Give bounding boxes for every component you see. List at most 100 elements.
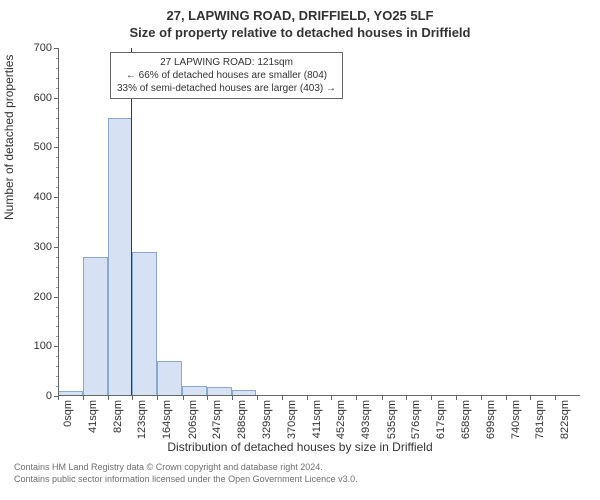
x-tick-mark: [282, 396, 283, 400]
x-tick-label: 370sqm: [286, 400, 298, 439]
y-minor-tick: [56, 336, 58, 337]
x-tick-label: 411sqm: [311, 400, 323, 438]
y-tick-mark: [54, 98, 58, 99]
y-tick-label: 400: [22, 191, 52, 203]
annotation-line: ← 66% of detached houses are smaller (80…: [117, 69, 336, 82]
y-tick-label: 600: [22, 92, 52, 104]
histogram-bar: [83, 257, 108, 396]
x-tick-mark: [83, 396, 84, 400]
y-minor-tick: [56, 376, 58, 377]
x-tick-label: 123sqm: [136, 400, 148, 439]
y-minor-tick: [56, 137, 58, 138]
y-minor-tick: [56, 287, 58, 288]
y-minor-tick: [56, 267, 58, 268]
y-tick-label: 300: [22, 241, 52, 253]
x-tick-label: 41sqm: [87, 400, 99, 433]
y-minor-tick: [56, 277, 58, 278]
y-minor-tick: [56, 128, 58, 129]
y-minor-tick: [56, 356, 58, 357]
x-tick-mark: [431, 396, 432, 400]
attribution-text: Contains HM Land Registry data © Crown c…: [14, 461, 358, 485]
y-minor-tick: [56, 118, 58, 119]
x-tick-mark: [108, 396, 109, 400]
y-minor-tick: [56, 207, 58, 208]
attribution-line-2: Contains public sector information licen…: [14, 473, 358, 485]
chart-title-main: 27, LAPWING ROAD, DRIFFIELD, YO25 5LF: [0, 0, 600, 23]
x-tick-mark: [356, 396, 357, 400]
y-tick-label: 0: [22, 390, 52, 402]
y-minor-tick: [56, 316, 58, 317]
x-tick-label: 452sqm: [335, 400, 347, 439]
y-minor-tick: [56, 108, 58, 109]
x-axis-title: Distribution of detached houses by size …: [0, 440, 600, 454]
y-minor-tick: [56, 187, 58, 188]
x-tick-mark: [157, 396, 158, 400]
x-tick-mark: [232, 396, 233, 400]
y-minor-tick: [56, 217, 58, 218]
x-tick-label: 0sqm: [62, 400, 74, 427]
x-tick-mark: [506, 396, 507, 400]
chart-title-sub: Size of property relative to detached ho…: [0, 23, 600, 44]
x-tick-mark: [530, 396, 531, 400]
x-tick-label: 288sqm: [236, 400, 248, 439]
annotation-box: 27 LAPWING ROAD: 121sqm← 66% of detached…: [110, 52, 343, 99]
y-minor-tick: [56, 157, 58, 158]
y-tick-label: 100: [22, 340, 52, 352]
x-tick-label: 699sqm: [485, 400, 497, 439]
x-tick-label: 535sqm: [386, 400, 398, 439]
y-minor-tick: [56, 257, 58, 258]
y-minor-tick: [56, 307, 58, 308]
chart-area: 0100200300400500600700 0sqm41sqm82sqm123…: [58, 48, 580, 396]
histogram-bar: [157, 361, 182, 396]
x-tick-mark: [183, 396, 184, 400]
histogram-bar: [108, 118, 133, 396]
x-tick-label: 164sqm: [161, 400, 173, 439]
y-minor-tick: [56, 386, 58, 387]
x-tick-label: 822sqm: [559, 400, 571, 439]
y-tick-mark: [54, 147, 58, 148]
x-tick-label: 206sqm: [187, 400, 199, 439]
y-tick-label: 200: [22, 291, 52, 303]
y-tick-label: 700: [22, 42, 52, 54]
y-minor-tick: [56, 167, 58, 168]
y-minor-tick: [56, 177, 58, 178]
y-tick-label: 500: [22, 141, 52, 153]
x-tick-mark: [382, 396, 383, 400]
y-minor-tick: [56, 227, 58, 228]
y-minor-tick: [56, 78, 58, 79]
x-tick-label: 247sqm: [211, 400, 223, 439]
attribution-line-1: Contains HM Land Registry data © Crown c…: [14, 461, 358, 473]
x-tick-label: 576sqm: [410, 400, 422, 439]
x-tick-label: 658sqm: [460, 400, 472, 439]
x-tick-mark: [307, 396, 308, 400]
y-tick-mark: [54, 197, 58, 198]
x-tick-label: 493sqm: [360, 400, 372, 439]
y-tick-mark: [54, 247, 58, 248]
annotation-line: 33% of semi-detached houses are larger (…: [117, 82, 336, 95]
x-tick-mark: [207, 396, 208, 400]
property-marker-line: [131, 48, 132, 396]
x-tick-mark: [257, 396, 258, 400]
x-axis-line: [58, 395, 580, 396]
y-tick-mark: [54, 297, 58, 298]
y-minor-tick: [56, 58, 58, 59]
x-tick-label: 617sqm: [435, 400, 447, 439]
x-tick-mark: [406, 396, 407, 400]
y-minor-tick: [56, 68, 58, 69]
histogram-bar: [132, 252, 157, 396]
y-axis-title: Number of detached properties: [2, 55, 16, 220]
x-tick-mark: [481, 396, 482, 400]
x-tick-label: 82sqm: [112, 400, 124, 433]
x-tick-label: 781sqm: [534, 400, 546, 439]
x-tick-mark: [555, 396, 556, 400]
x-tick-mark: [58, 396, 59, 400]
y-tick-mark: [54, 48, 58, 49]
y-minor-tick: [56, 366, 58, 367]
y-minor-tick: [56, 88, 58, 89]
y-tick-mark: [54, 346, 58, 347]
x-tick-label: 740sqm: [510, 400, 522, 439]
annotation-line: 27 LAPWING ROAD: 121sqm: [117, 56, 336, 69]
y-axis-line: [58, 48, 59, 396]
y-minor-tick: [56, 326, 58, 327]
x-tick-label: 329sqm: [261, 400, 273, 439]
